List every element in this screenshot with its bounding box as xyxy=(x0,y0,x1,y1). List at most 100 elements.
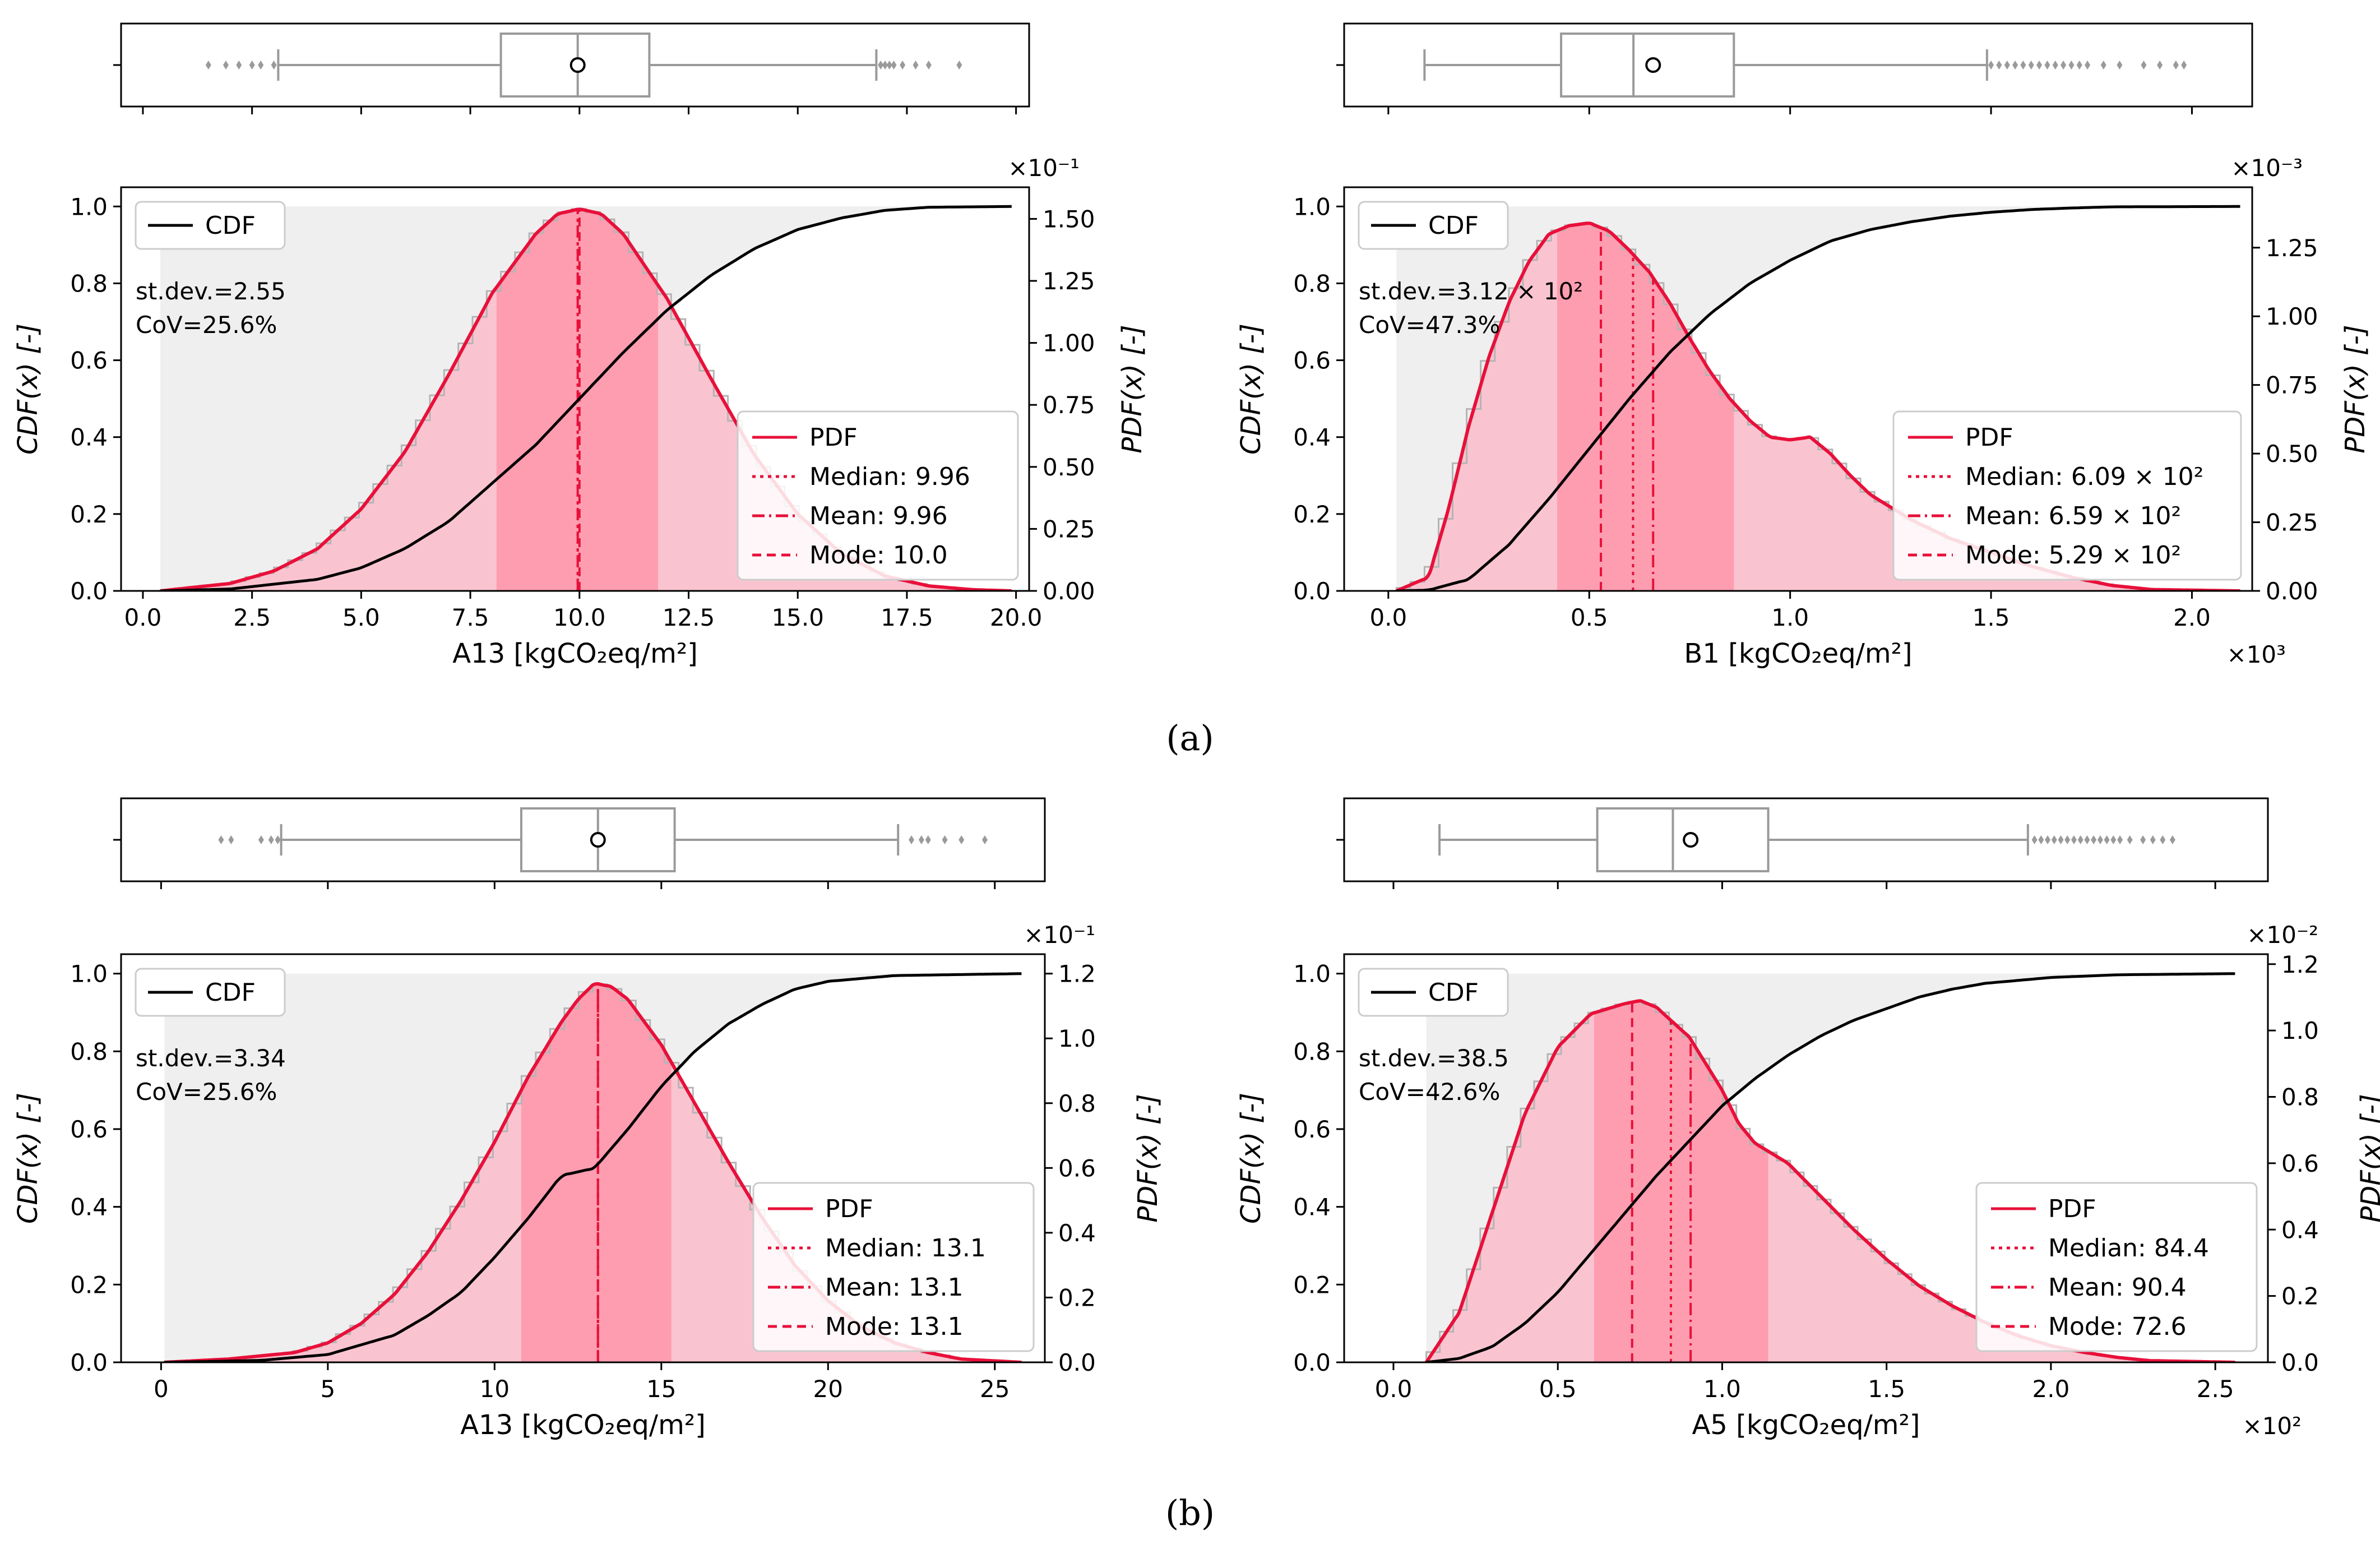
pdf-multiplier: ×10⁻² xyxy=(2247,921,2318,949)
pdf-axis-label: PDF(x) [-] xyxy=(2340,325,2371,453)
boxplot-flier xyxy=(2127,835,2133,844)
cdf-tick-label: 0.6 xyxy=(1293,347,1331,374)
legend-cdf-frame xyxy=(1358,201,1509,250)
cdf-tick-label: 0.2 xyxy=(70,1271,108,1298)
boxplot-flier xyxy=(205,61,211,70)
boxplot-flier xyxy=(2058,835,2064,844)
pdf-tick-label: 0.8 xyxy=(1058,1090,1096,1117)
boxplot-flier xyxy=(2097,835,2103,844)
legend-pdf-label: Mean: 13.1 xyxy=(825,1273,964,1302)
x-tick-label: 12.5 xyxy=(663,604,715,631)
x-tick-label: 2.5 xyxy=(233,604,271,631)
chart-b-right: 0.0 0.5 1.0 1.5 2.0 2.5 0.0 0.2 0.4 0.6 0.8 1.0 0.0 0… xyxy=(1235,797,2380,1441)
x-tick-label: 5.0 xyxy=(342,604,380,631)
plot-area xyxy=(1395,205,2241,591)
pdf-tick-label: 0.8 xyxy=(2281,1084,2319,1111)
legend-cdf-label: CDF xyxy=(1428,211,1479,240)
pdf-tick-label: 0.00 xyxy=(1043,577,1095,605)
cdf-tick-label: 0.0 xyxy=(1293,577,1331,605)
cdf-tick-label: 0.8 xyxy=(1293,1038,1331,1065)
pdf-tick-label: 0.75 xyxy=(2266,372,2318,399)
cdf-axis-label: CDF(x) [-] xyxy=(1235,323,1267,455)
panel-label-b: (b) xyxy=(1165,1492,1215,1533)
boxplot-flier xyxy=(218,835,224,844)
pdf-tick-label: 0.0 xyxy=(2281,1349,2319,1376)
boxplot-flier xyxy=(891,61,897,70)
charts-container: 0.0 2.5 5.0 7.5 10.0 12.5 15.0 17.5 20.00.00.20.… xyxy=(12,22,2380,1441)
pdf-tick-label: 1.00 xyxy=(1043,330,1095,357)
chart-a-right: 0.0 0.5 1.0 1.5 2.0 0.0 0.2 0.4 0.6 0.8 1.0 0.00 0.2… xyxy=(1235,22,2371,669)
pdf-fill-band xyxy=(1594,1000,1768,1362)
x-tick-label: 0 xyxy=(154,1375,169,1403)
boxplot xyxy=(113,797,1046,889)
cdf-tick-label: 1.0 xyxy=(70,960,108,988)
pdf-tick-label: 0.25 xyxy=(2266,509,2318,537)
pdf-multiplier: ×10⁻³ xyxy=(2231,154,2303,182)
cdf-tick-label: 1.0 xyxy=(1293,960,1331,988)
cdf-axis-label: CDF(x) [-] xyxy=(12,1093,44,1224)
cdf-tick-label: 0.4 xyxy=(70,424,108,451)
stat-annotation: st.dev.=2.55 xyxy=(136,278,286,305)
boxplot-flier xyxy=(223,61,229,70)
legend-pdf-label: PDF xyxy=(809,423,858,452)
boxplot-flier xyxy=(1988,61,1994,70)
boxplot-flier xyxy=(2117,835,2123,844)
x-axis-label: B1 [kgCO₂eq/m²] xyxy=(1684,638,1912,669)
boxplot-flier xyxy=(2076,61,2082,70)
legend-cdf: CDF xyxy=(135,968,286,1017)
cdf-axis-label: CDF(x) [-] xyxy=(1235,1093,1267,1224)
boxplot-mean-marker xyxy=(590,832,606,848)
pdf-fill-band xyxy=(521,983,672,1362)
legend-cdf: CDF xyxy=(1358,968,1509,1017)
pdf-tick-label: 1.0 xyxy=(2281,1017,2319,1044)
pdf-curve xyxy=(1425,999,2235,1362)
boxplot-flier xyxy=(2141,61,2147,70)
pdf-tick-label: 1.2 xyxy=(1058,960,1096,988)
pdf-axis-label: PDF(x) [-] xyxy=(1117,325,1148,453)
cdf-tick-label: 0.0 xyxy=(70,577,108,605)
legend-cdf-frame xyxy=(135,201,286,250)
x-tick-label: 20.0 xyxy=(990,604,1043,631)
cdf-curve xyxy=(160,205,1012,591)
legend-pdf-label: PDF xyxy=(2048,1195,2096,1223)
pdf-tick-label: 0.25 xyxy=(1043,515,1095,543)
x-tick-label: 2.5 xyxy=(2197,1375,2234,1403)
cdf-tick-label: 0.4 xyxy=(1293,424,1331,451)
cdf-tick-label: 1.0 xyxy=(1293,193,1331,220)
legend-pdf-label: Median: 9.96 xyxy=(809,463,970,491)
x-tick-label: 1.5 xyxy=(1868,1375,1905,1403)
x-multiplier: ×10³ xyxy=(2227,641,2286,668)
boxplot-flier xyxy=(2140,835,2146,844)
boxplot-flier xyxy=(2110,835,2117,844)
boxplot-flier xyxy=(942,835,948,844)
cdf-tick-label: 0.2 xyxy=(1293,1271,1331,1298)
legend-pdf-label: Median: 13.1 xyxy=(825,1234,986,1263)
stat-annotation: CoV=25.6% xyxy=(136,1078,277,1106)
boxplot-flier xyxy=(925,61,932,70)
pdf-tick-label: 0.6 xyxy=(1058,1154,1096,1182)
boxplot-flier xyxy=(918,835,924,844)
boxplot-flier xyxy=(2117,61,2123,70)
boxplot-flier xyxy=(249,61,255,70)
x-tick-label: 2.0 xyxy=(2173,604,2211,631)
boxplot-flier xyxy=(1996,61,2002,70)
boxplot-flier xyxy=(2085,61,2091,70)
legend-pdf-label: Median: 84.4 xyxy=(2048,1234,2209,1263)
boxplot-flier xyxy=(959,835,965,844)
stat-annotation: st.dev.=3.12 × 10² xyxy=(1359,278,1583,305)
boxplot-mean-marker xyxy=(1683,832,1699,848)
cdf-tick-label: 0.4 xyxy=(1293,1194,1331,1221)
legend-pdf-frame xyxy=(737,410,1019,581)
x-tick-label: 0.0 xyxy=(1369,604,1407,631)
cdf-tick-label: 0.4 xyxy=(70,1194,108,1221)
cdf-curve xyxy=(1396,205,2240,591)
x-tick-label: 17.5 xyxy=(881,604,933,631)
stat-annotation: CoV=25.6% xyxy=(136,311,277,339)
boxplot-flier xyxy=(258,61,264,70)
x-tick-label: 1.5 xyxy=(1972,604,2010,631)
x-axis-label: A13 [kgCO₂eq/m²] xyxy=(452,638,698,669)
cdf-tick-label: 0.6 xyxy=(1293,1116,1331,1143)
boxplot-flier xyxy=(275,835,281,844)
boxplot-flier xyxy=(900,61,906,70)
